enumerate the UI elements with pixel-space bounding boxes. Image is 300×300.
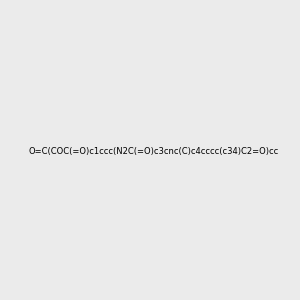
Text: O=C(COC(=O)c1ccc(N2C(=O)c3cnc(C)c4cccc(c34)C2=O)cc: O=C(COC(=O)c1ccc(N2C(=O)c3cnc(C)c4cccc(c… — [28, 147, 279, 156]
